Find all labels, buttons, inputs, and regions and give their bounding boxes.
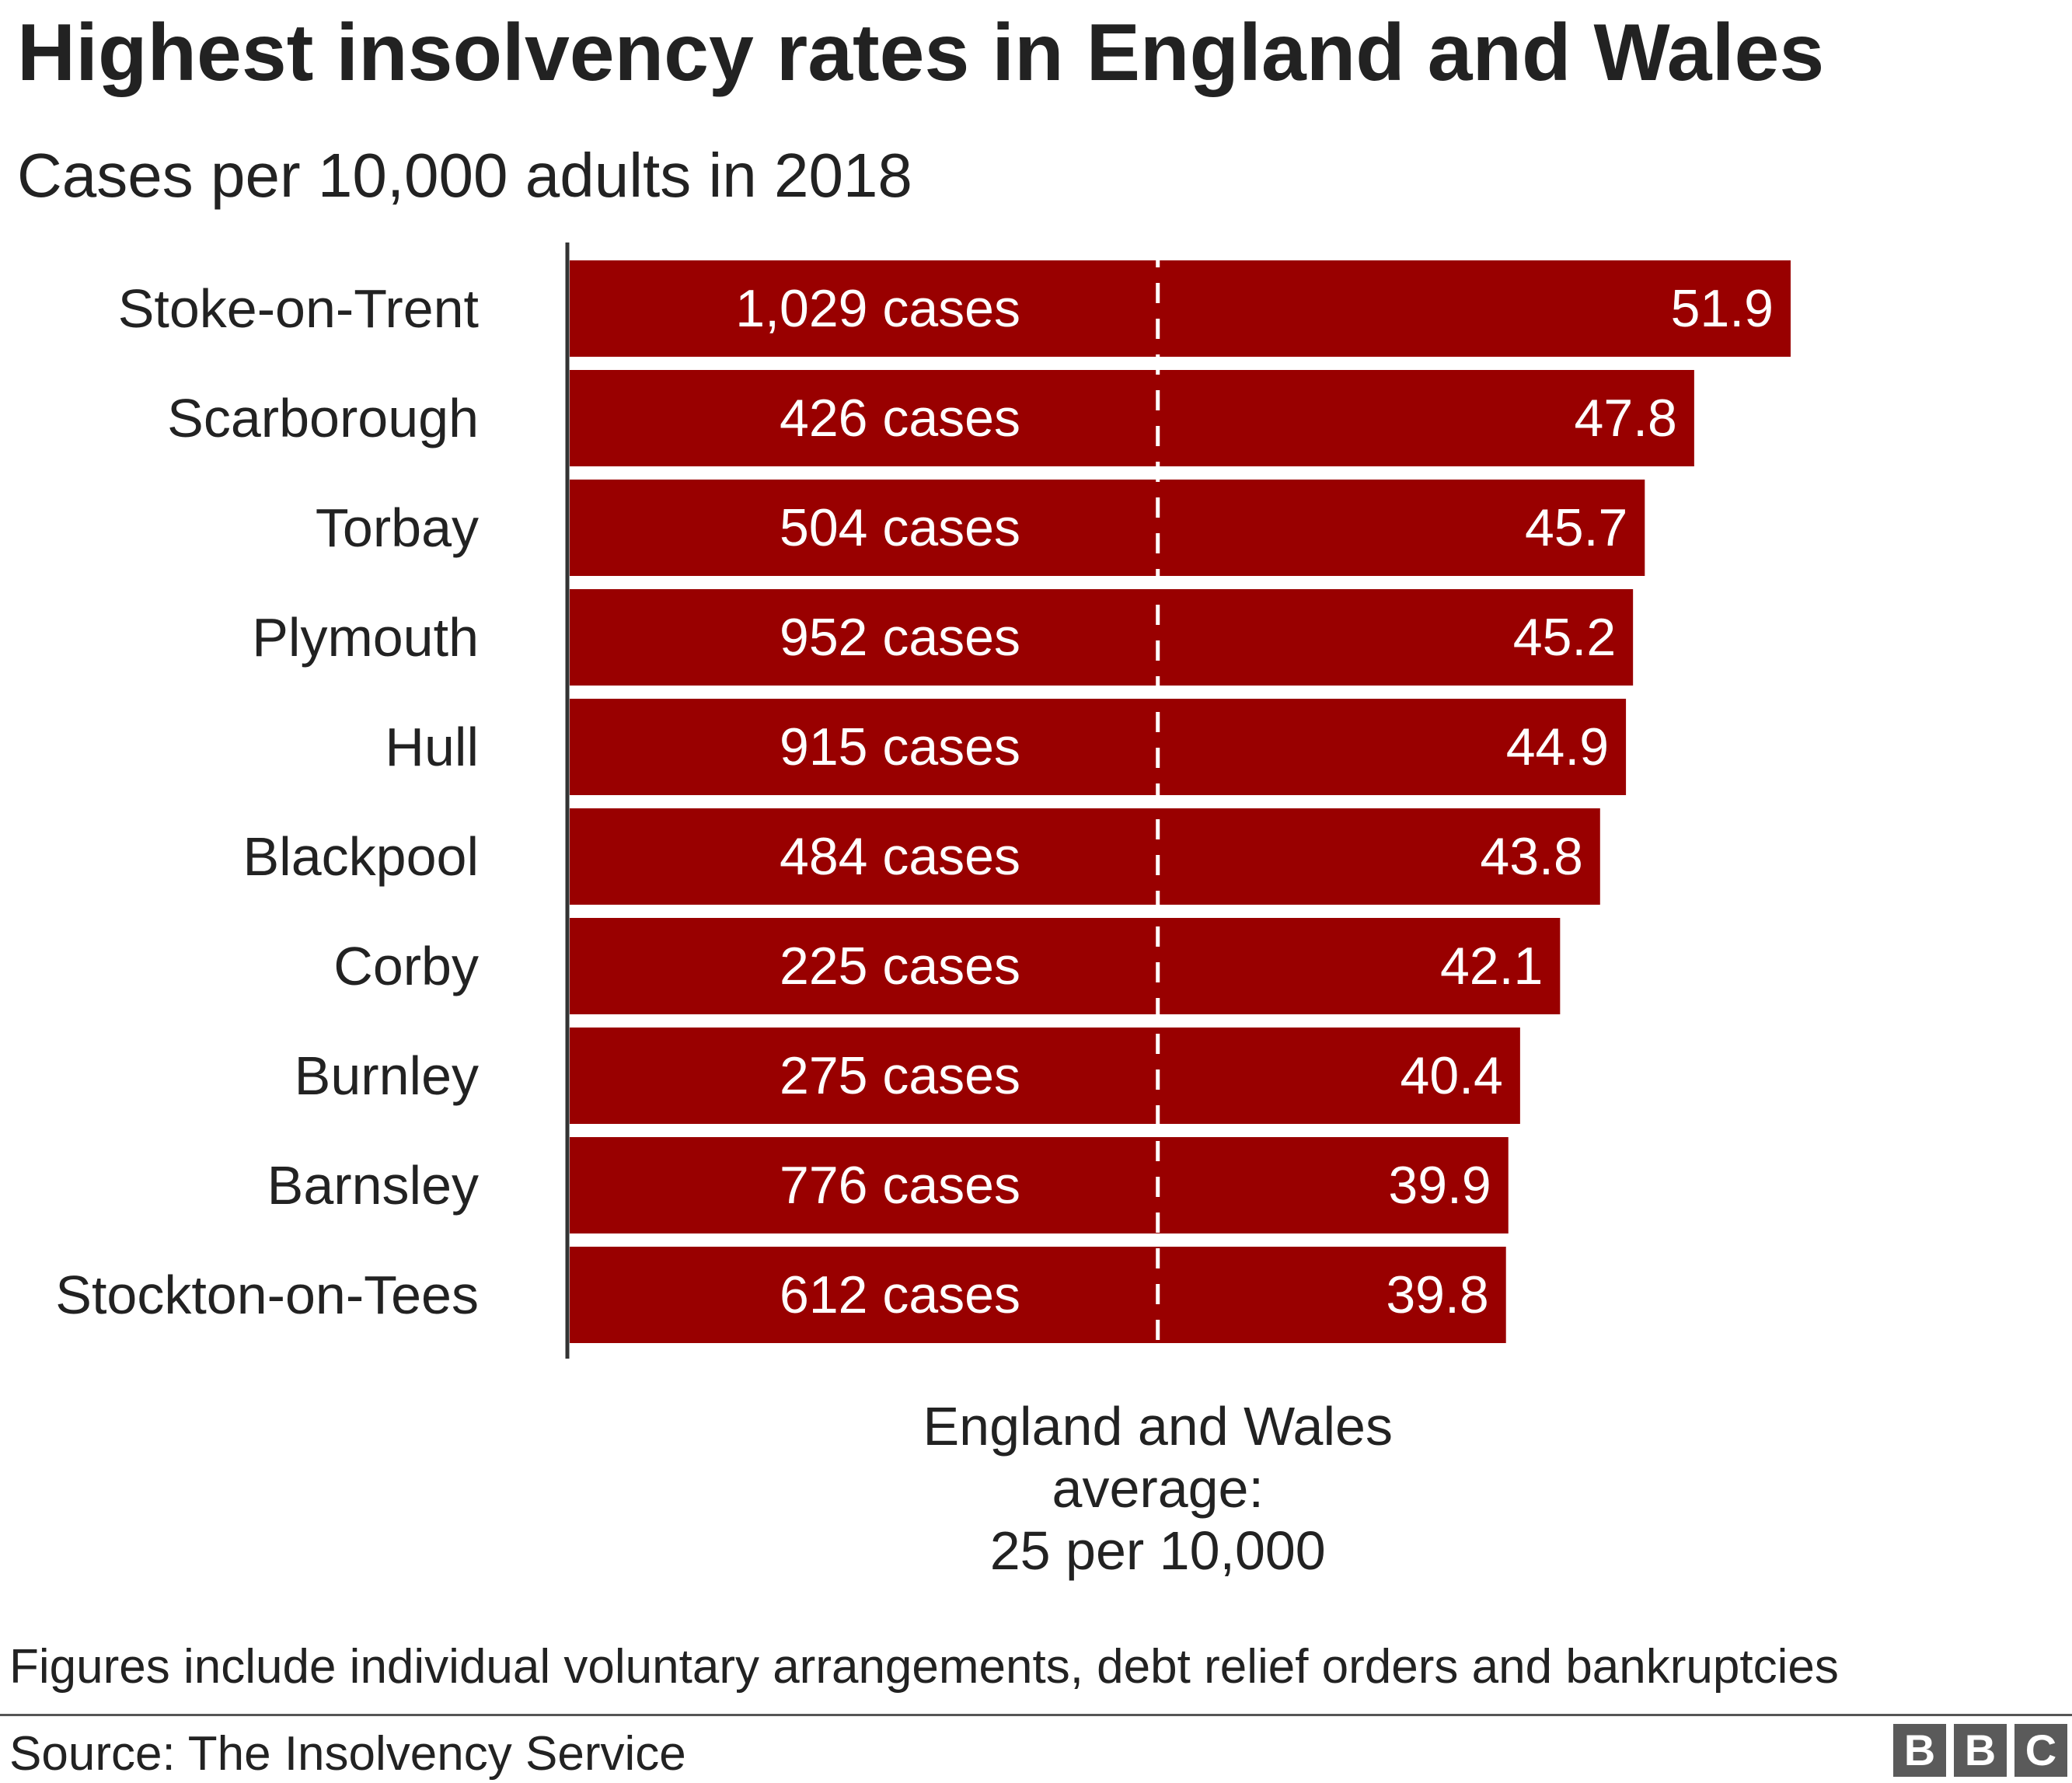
bbc-logo-letter: B: [1954, 1724, 2007, 1777]
case-count-label: 1,029 cases: [735, 279, 1020, 338]
average-reference-label: 25 per 10,000: [990, 1520, 1326, 1581]
bbc-logo-letter: C: [2014, 1724, 2067, 1777]
data-label: 44.9: [1506, 717, 1609, 776]
category-label: Burnley: [295, 1045, 479, 1106]
case-count-label: 612 cases: [780, 1265, 1020, 1324]
data-label: 39.9: [1388, 1156, 1491, 1215]
bar: [570, 370, 1694, 466]
bar: [570, 1247, 1506, 1343]
data-label: 45.7: [1525, 498, 1627, 557]
category-label: Corby: [333, 936, 479, 996]
case-count-label: 275 cases: [780, 1046, 1020, 1105]
bar: [570, 1137, 1509, 1233]
case-count-label: 776 cases: [780, 1156, 1020, 1215]
category-label: Blackpool: [242, 826, 479, 887]
case-count-label: 426 cases: [780, 389, 1020, 448]
average-reference-label: average:: [1052, 1458, 1264, 1519]
category-label: Scarborough: [167, 388, 479, 448]
chart-title: Highest insolvency rates in England and …: [17, 8, 1825, 98]
data-label: 43.8: [1480, 827, 1582, 886]
footnote: Figures include individual voluntary arr…: [9, 1640, 1839, 1694]
category-label: Stoke-on-Trent: [118, 278, 479, 339]
case-count-label: 915 cases: [780, 717, 1020, 776]
category-label: Stockton-on-Tees: [55, 1265, 479, 1325]
case-count-label: 504 cases: [780, 498, 1020, 557]
data-label: 40.4: [1401, 1046, 1503, 1105]
bar: [570, 808, 1600, 905]
case-count-label: 952 cases: [780, 608, 1020, 667]
footer-divider: [0, 1714, 2072, 1716]
category-label: Barnsley: [267, 1155, 479, 1216]
bar: [570, 260, 1791, 357]
source-note: Source: The Insolvency Service: [9, 1727, 686, 1781]
data-label: 51.9: [1671, 279, 1774, 338]
data-label: 47.8: [1575, 389, 1677, 448]
category-label: Plymouth: [252, 607, 479, 668]
category-label: Torbay: [316, 497, 479, 558]
bbc-logo: B B C: [1893, 1724, 2067, 1777]
bar: [570, 1028, 1520, 1124]
case-count-label: 225 cases: [780, 937, 1020, 996]
bar-chart: Stoke-on-Trent 1,029 cases 51.9 Scarborough…: [55, 243, 1791, 1581]
category-label: Hull: [385, 717, 479, 777]
bar: [570, 918, 1561, 1014]
bbc-logo-letter: B: [1893, 1724, 1946, 1777]
data-label: 45.2: [1513, 608, 1616, 667]
data-label: 42.1: [1440, 937, 1543, 996]
case-count-label: 484 cases: [780, 827, 1020, 886]
average-reference-label: England and Wales: [923, 1396, 1392, 1457]
chart-subtitle: Cases per 10,000 adults in 2018: [17, 141, 912, 210]
bar: [570, 480, 1645, 576]
data-label: 39.8: [1386, 1265, 1488, 1324]
bar: [570, 589, 1634, 686]
bar: [570, 699, 1627, 795]
